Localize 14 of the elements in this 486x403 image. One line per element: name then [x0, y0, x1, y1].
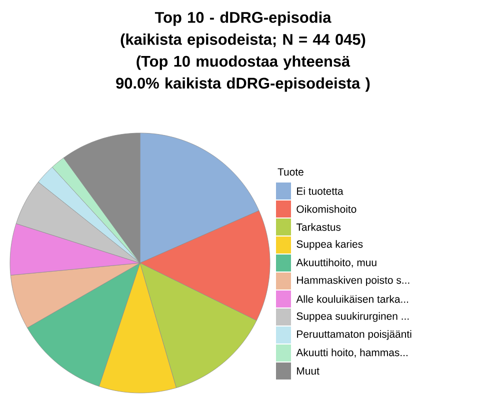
legend-label: Akuutti hoito, hammas...	[296, 348, 408, 358]
legend-title: Tuote	[278, 168, 304, 176]
legend-label: Peruuttamaton poisjäänti	[297, 330, 412, 340]
legend-label: Suppea karies	[296, 240, 363, 250]
chart-title: Top 10 - dDRG-episodia	[154, 12, 332, 26]
legend-label: Ei tuotetta	[297, 187, 344, 195]
legend-label: Hammaskiven poisto s...	[297, 276, 410, 286]
legend-label: Alle kouluikäisen tarka...	[296, 295, 408, 303]
legend-label: Oikomishoito	[296, 205, 356, 213]
legend-label: Suppea suukirurginen ...	[296, 312, 409, 322]
legend-label: Akuuttihoito, muu	[296, 258, 376, 268]
legend-label: Tarkastus	[296, 223, 341, 231]
chart-subtitle: (kaikista episodeista; N = 44 045) (Top 10 muodostaa yhteensä 90.0% kaikista dDRG-episodeista )	[116, 34, 370, 92]
legend-label: Muut	[297, 367, 320, 375]
